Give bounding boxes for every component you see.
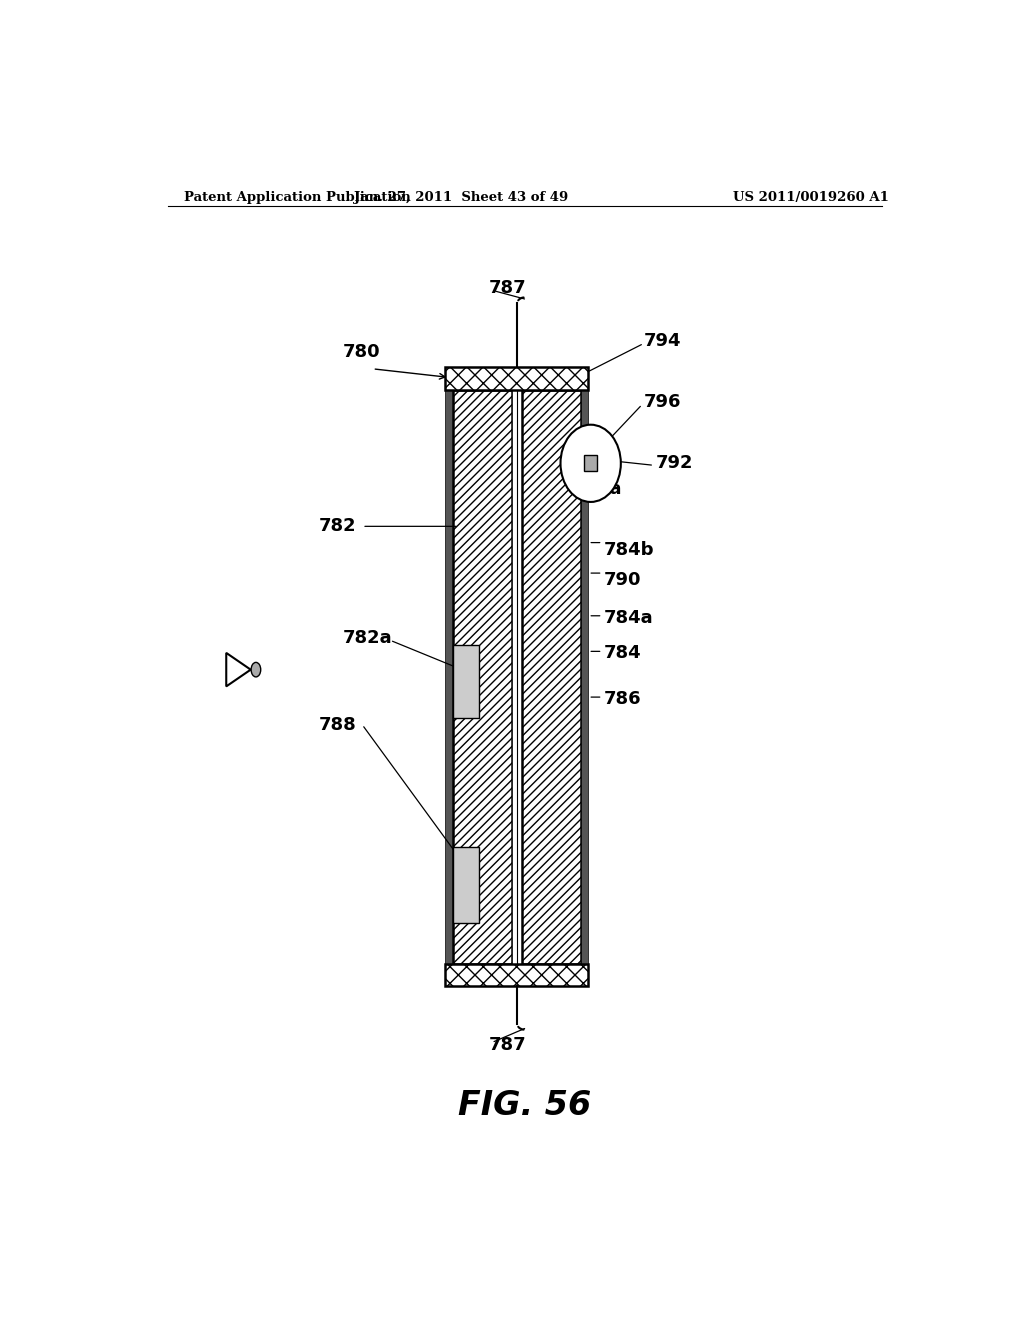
Text: 782: 782 xyxy=(318,517,356,536)
Text: 796: 796 xyxy=(644,393,681,412)
Text: 792a: 792a xyxy=(572,479,622,498)
Text: 787: 787 xyxy=(489,1036,526,1053)
Text: 790: 790 xyxy=(604,572,642,589)
Text: FIG. 56: FIG. 56 xyxy=(458,1089,592,1122)
Bar xyxy=(445,389,453,964)
Text: 784a: 784a xyxy=(604,609,653,627)
Bar xyxy=(453,389,512,964)
Bar xyxy=(453,645,479,718)
Bar xyxy=(453,847,479,923)
Text: 786: 786 xyxy=(604,690,642,708)
Bar xyxy=(582,389,588,964)
Text: 792: 792 xyxy=(655,454,693,473)
Bar xyxy=(585,455,597,471)
Bar xyxy=(521,389,582,964)
Bar xyxy=(445,367,589,389)
Ellipse shape xyxy=(251,663,261,677)
Text: 780: 780 xyxy=(342,342,380,360)
Text: Jan. 27, 2011  Sheet 43 of 49: Jan. 27, 2011 Sheet 43 of 49 xyxy=(354,190,568,203)
Text: US 2011/0019260 A1: US 2011/0019260 A1 xyxy=(732,190,889,203)
Circle shape xyxy=(560,425,621,502)
Text: 787: 787 xyxy=(489,280,526,297)
Text: 784b: 784b xyxy=(604,541,654,558)
Bar xyxy=(445,367,589,389)
Bar xyxy=(453,389,512,964)
Bar xyxy=(445,964,589,986)
Text: Patent Application Publication: Patent Application Publication xyxy=(183,190,411,203)
Text: 788: 788 xyxy=(318,715,356,734)
Bar xyxy=(521,389,582,964)
Bar xyxy=(445,964,589,986)
Text: 784: 784 xyxy=(604,644,642,663)
Text: 782a: 782a xyxy=(342,630,392,647)
Bar xyxy=(512,389,521,964)
Text: 794: 794 xyxy=(644,333,681,350)
